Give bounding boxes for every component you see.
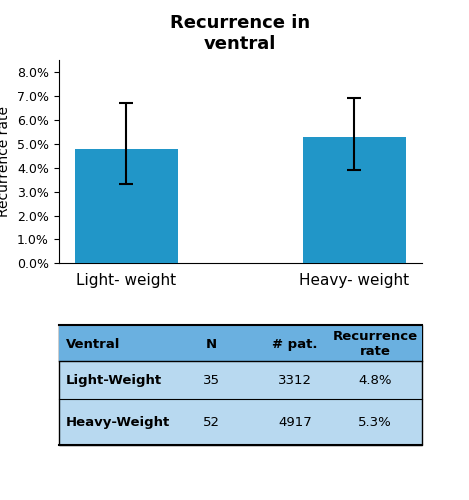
Text: N: N: [206, 338, 217, 350]
Text: 52: 52: [203, 416, 220, 428]
FancyBboxPatch shape: [59, 325, 422, 445]
Title: Recurrence in
ventral: Recurrence in ventral: [170, 14, 310, 53]
Bar: [303, 136, 406, 264]
FancyBboxPatch shape: [59, 325, 422, 361]
Y-axis label: Recurrence rate: Recurrence rate: [0, 106, 11, 217]
Text: Heavy-Weight: Heavy-Weight: [66, 416, 170, 428]
Text: 3312: 3312: [278, 374, 312, 386]
Text: 5.3%: 5.3%: [358, 416, 392, 428]
Text: # pat.: # pat.: [272, 338, 318, 350]
Bar: [75, 148, 178, 264]
Text: Ventral: Ventral: [66, 338, 120, 350]
Text: Recurrence
rate: Recurrence rate: [332, 330, 417, 358]
Text: Light-Weight: Light-Weight: [66, 374, 162, 386]
Text: 4.8%: 4.8%: [358, 374, 392, 386]
Text: 4917: 4917: [278, 416, 312, 428]
Text: 35: 35: [203, 374, 220, 386]
